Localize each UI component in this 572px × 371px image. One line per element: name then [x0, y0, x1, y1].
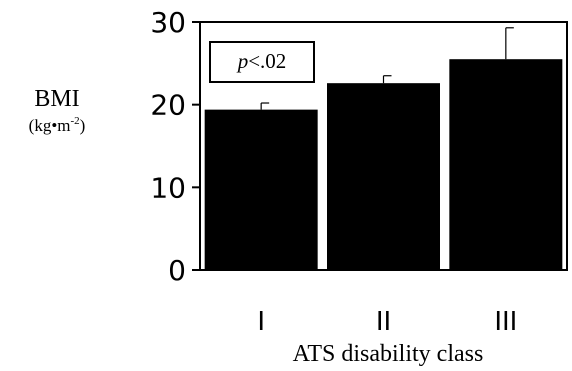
- y-tick-label: 0: [168, 254, 186, 287]
- bars: [204, 59, 563, 271]
- y-axis: 0 10 20 30: [150, 6, 200, 287]
- x-axis: I II III: [257, 307, 517, 337]
- bar: [204, 109, 318, 270]
- error-bars: [260, 27, 514, 110]
- y-tick-label: 30: [150, 6, 186, 39]
- y-axis-label: BMI: [34, 86, 79, 112]
- y-tick-label: 20: [150, 89, 186, 122]
- x-tick-label: III: [494, 307, 517, 337]
- annotation-box: [209, 41, 315, 83]
- x-axis-label: ATS disability class: [293, 341, 484, 367]
- y-axis-unit: (kg•m-2): [29, 115, 86, 135]
- x-tick-label: II: [376, 307, 391, 337]
- y-tick-label: 10: [150, 171, 186, 204]
- p-value-annotation: p<.02: [236, 49, 287, 73]
- bar: [327, 83, 440, 270]
- x-tick-label: I: [257, 307, 265, 337]
- bar: [449, 59, 563, 271]
